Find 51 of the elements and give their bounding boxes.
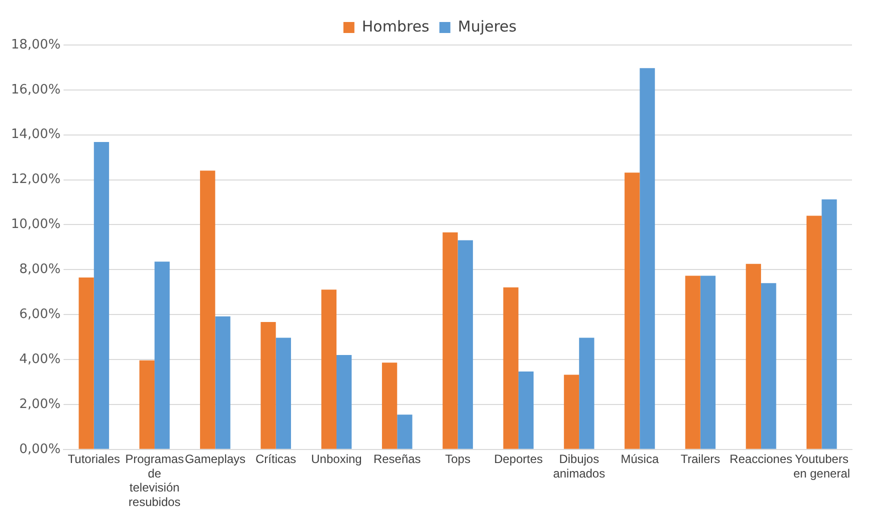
bar bbox=[624, 172, 640, 449]
bar bbox=[78, 278, 94, 449]
x-tick-label: Programas de televisión resubidos bbox=[125, 452, 184, 510]
bar bbox=[215, 316, 230, 449]
bar bbox=[260, 322, 276, 449]
bar bbox=[579, 338, 594, 449]
bar bbox=[336, 355, 352, 449]
bar bbox=[94, 142, 110, 449]
x-tick-label: Youtubers en general bbox=[793, 452, 850, 480]
bar bbox=[822, 199, 837, 449]
x-tick-label: Unboxing bbox=[311, 452, 362, 466]
y-tick-label: 16,00% bbox=[10, 82, 61, 98]
x-tick-label: Tops bbox=[445, 452, 470, 466]
x-tick-label: Dibujos animados bbox=[553, 452, 606, 480]
y-tick-label: 14,00% bbox=[10, 127, 61, 142]
bar bbox=[139, 360, 155, 449]
bar bbox=[276, 338, 291, 449]
y-tick-label: 12,00% bbox=[10, 172, 61, 188]
x-tick-label: Música bbox=[620, 452, 660, 466]
bar bbox=[154, 262, 170, 449]
bar bbox=[458, 240, 473, 449]
bar bbox=[200, 170, 216, 449]
x-tick-label: Deportes bbox=[494, 452, 543, 466]
x-tick-label: Reseñas bbox=[373, 452, 421, 466]
bar bbox=[397, 414, 412, 449]
y-tick-label: 4,00% bbox=[19, 352, 61, 367]
x-tick-label: Trailers bbox=[680, 452, 720, 466]
bar bbox=[685, 276, 700, 449]
bar bbox=[700, 276, 716, 449]
y-tick-label: 18,00% bbox=[10, 37, 61, 52]
bar bbox=[503, 287, 518, 449]
y-tick-label: 6,00% bbox=[19, 306, 61, 322]
legend-label: Hombres bbox=[362, 17, 430, 36]
y-tick-label: 2,00% bbox=[19, 396, 61, 412]
y-tick-label: 8,00% bbox=[19, 262, 61, 278]
bar bbox=[382, 362, 398, 449]
bar bbox=[806, 216, 822, 449]
x-tick-label: Tutoriales bbox=[68, 452, 120, 466]
bar bbox=[746, 264, 762, 449]
legend-label: Mujeres bbox=[458, 17, 517, 36]
y-tick-label: 0,00% bbox=[19, 442, 61, 457]
bar bbox=[321, 290, 336, 449]
x-tick-label: Reacciones bbox=[730, 452, 792, 466]
bar bbox=[442, 232, 458, 449]
x-tick-label: Gameplays bbox=[184, 452, 246, 466]
y-tick-label: 10,00% bbox=[10, 217, 61, 232]
bar bbox=[640, 68, 655, 449]
bar bbox=[564, 374, 580, 449]
bar bbox=[761, 283, 776, 449]
bar bbox=[518, 371, 534, 449]
x-tick-label: Críticas bbox=[256, 452, 296, 466]
